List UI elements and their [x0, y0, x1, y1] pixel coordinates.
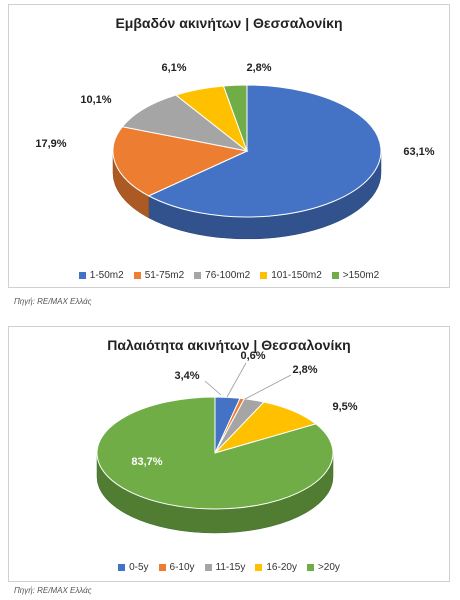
legend-item: 51-75m2 [133, 270, 185, 281]
legend-swatch [331, 272, 339, 279]
data-label: 0,6% [240, 350, 265, 362]
legend-item: 11-15y [204, 562, 246, 573]
chart-source: Πηγή: RE/MAX Ελλάς [14, 297, 92, 306]
pie-slice->20y [96, 396, 334, 510]
legend-swatch [306, 564, 314, 571]
legend-swatch [133, 272, 141, 279]
data-label: 9,5% [332, 401, 357, 413]
chart-panel-area: Εμβαδόν ακινήτων | Θεσσαλονίκη 63,1% 17,9… [8, 4, 450, 288]
chart-legend: 0-5y 6-10y 11-15y 16-20y >20y [9, 562, 449, 573]
legend-swatch [260, 272, 268, 279]
chart-legend: 1-50m2 51-75m2 76-100m2 101-150m2 >150m2 [9, 270, 449, 281]
legend-item: 76-100m2 [194, 270, 250, 281]
data-label: 2,8% [246, 62, 271, 74]
legend-label: 76-100m2 [205, 270, 251, 281]
pie-slice-51-75m2 [112, 126, 249, 197]
legend-label: 101-150m2 [271, 270, 322, 281]
chart-panel-age: Παλαιότητα ακινήτων | Θεσσαλονίκη 3,4% 0,… [8, 326, 450, 582]
pie-slice->150m2 [222, 84, 248, 152]
legend-label: 6-10y [169, 562, 195, 573]
data-label: 17,9% [35, 138, 66, 150]
legend-swatch [194, 272, 202, 279]
legend-item: 1-50m2 [78, 270, 124, 281]
chart-title: Εμβαδόν ακινήτων | Θεσσαλονίκη [115, 15, 343, 31]
leader-line [226, 362, 247, 398]
data-label: 63,1% [403, 146, 434, 158]
pie-chart-area: 63,1% 17,9% 10,1% 6,1% 2,8% [35, 62, 435, 240]
chart-source: Πηγή: RE/MAX Ελλάς [14, 586, 92, 595]
legend-item: 6-10y [158, 562, 195, 573]
data-label: 83,7% [131, 456, 162, 468]
chart-title: Παλαιότητα ακινήτων | Θεσσαλονίκη [107, 337, 351, 353]
pie-slice-76-100m2 [121, 94, 248, 152]
pie-chart-age: 3,4% 0,6% 2,8% 9,5% 83,7% [96, 350, 358, 534]
legend-item: 0-5y [118, 562, 149, 573]
legend-item: 101-150m2 [260, 270, 322, 281]
legend-swatch [118, 564, 126, 571]
legend-label: 16-20y [266, 562, 297, 573]
legend-item: >150m2 [331, 270, 380, 281]
legend-label: >20y [317, 562, 340, 573]
data-label: 10,1% [80, 94, 111, 106]
legend-label: 1-50m2 [89, 270, 124, 281]
pie-slice-1-50m2 [147, 84, 382, 218]
legend-swatch [78, 272, 86, 279]
legend-label: 11-15y [215, 562, 246, 573]
data-label: 2,8% [292, 364, 317, 376]
legend-label: 51-75m2 [144, 270, 185, 281]
legend-swatch [255, 564, 263, 571]
legend-item: >20y [306, 562, 340, 573]
legend-label: >150m2 [342, 270, 380, 281]
data-label: 6,1% [161, 62, 186, 74]
data-label: 3,4% [174, 370, 199, 382]
leader-line [244, 374, 292, 400]
legend-swatch [158, 564, 166, 571]
legend-label: 0-5y [129, 562, 149, 573]
leader-line [204, 380, 222, 396]
legend-swatch [204, 564, 212, 571]
legend-item: 16-20y [255, 562, 297, 573]
